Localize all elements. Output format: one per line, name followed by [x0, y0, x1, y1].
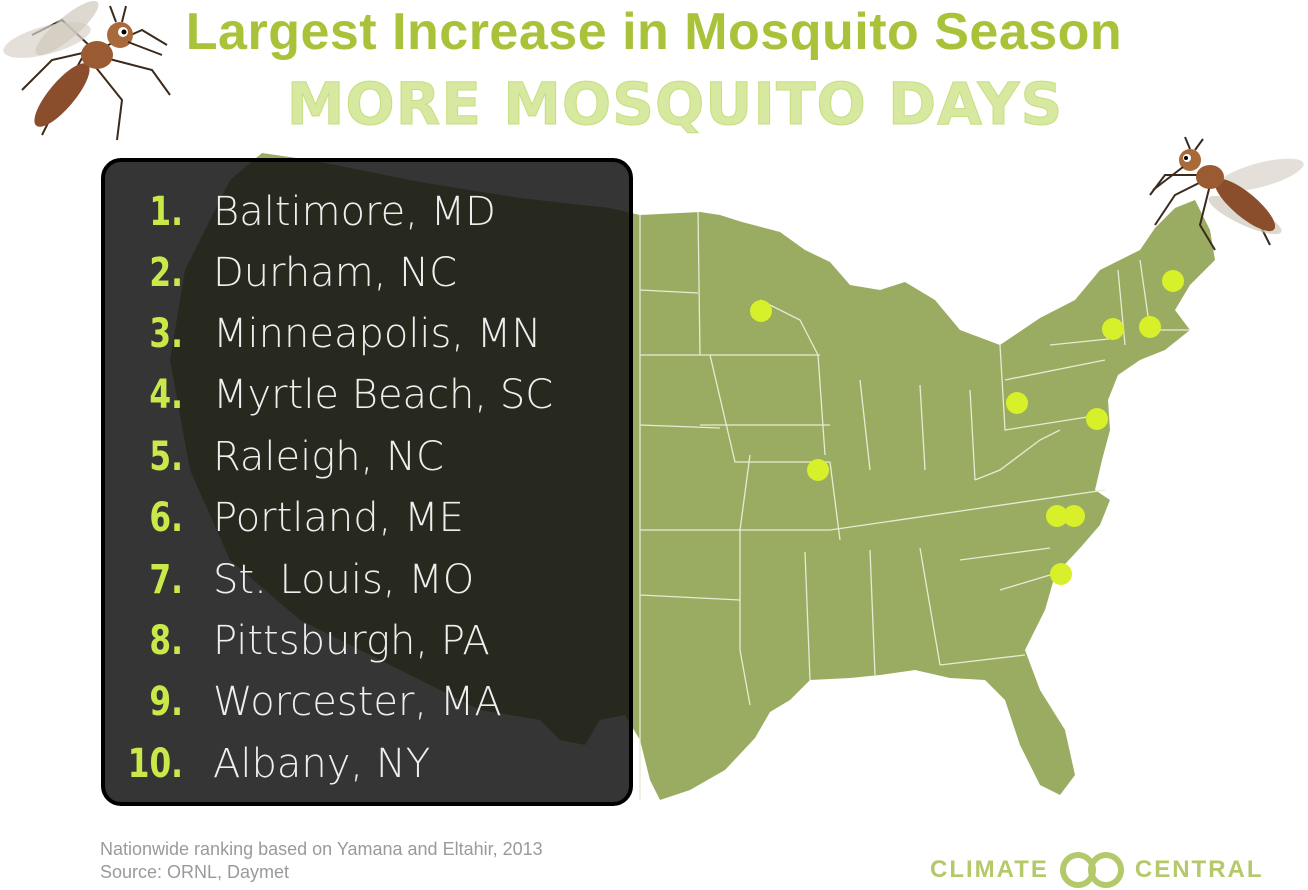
rank-number: 2.	[149, 250, 183, 296]
list-item: 8. Pittsburgh, PA	[105, 611, 625, 671]
marker-raleigh	[1063, 505, 1085, 527]
marker-albany	[1102, 318, 1124, 340]
marker-st-louis	[807, 459, 829, 481]
marker-minneapolis	[750, 300, 772, 322]
rank-city: Pittsburgh, PA	[213, 618, 490, 664]
list-item: 3. Minneapolis, MN	[105, 304, 625, 364]
rank-city: Portland, ME	[213, 495, 464, 541]
logo-text-left: CLIMATE	[930, 856, 1049, 883]
list-item: 7. St. Louis, MO	[105, 550, 625, 610]
list-item: 9. Worcester, MA	[105, 672, 625, 732]
list-item: 5. Raleigh, NC	[105, 427, 625, 487]
rank-number: 8.	[149, 618, 183, 664]
rank-city: Worcester, MA	[213, 679, 502, 725]
marker-durham	[1046, 505, 1068, 527]
footnote: Nationwide ranking based on Yamana and E…	[100, 838, 543, 884]
rank-number: 5.	[149, 434, 183, 480]
rank-city: Minneapolis, MN	[213, 311, 542, 357]
marker-myrtle-beach	[1050, 563, 1072, 585]
climate-central-rings-icon	[1059, 852, 1124, 888]
marker-baltimore	[1086, 408, 1108, 430]
marker-worcester	[1139, 316, 1161, 338]
city-markers	[750, 270, 1184, 585]
rank-number: 9.	[149, 679, 183, 725]
rank-number: 7.	[149, 557, 183, 603]
rank-number: 1.	[149, 189, 183, 235]
page-title: Largest Increase in Mosquito Season	[185, 3, 1123, 61]
rank-city: St. Louis, MO	[213, 557, 475, 603]
rank-city: Myrtle Beach, SC	[213, 372, 554, 418]
rank-city: Raleigh, NC	[213, 434, 444, 480]
ranking-note: Nationwide ranking based on Yamana and E…	[100, 839, 543, 859]
source-note: Source: ORNL, Daymet	[100, 862, 290, 882]
mosquito-icon	[3, 0, 171, 141]
rank-number: 6.	[149, 495, 183, 541]
rank-city: Albany, NY	[213, 741, 431, 787]
marker-pittsburgh	[1006, 392, 1028, 414]
list-item: 1. Baltimore, MD	[105, 182, 625, 242]
list-item: 2. Durham, NC	[105, 243, 625, 303]
marker-portland	[1162, 270, 1184, 292]
list-item: 10. Albany, NY	[105, 734, 625, 794]
state-borders	[639, 211, 1190, 800]
rank-number: 4.	[149, 372, 183, 418]
climate-central-logo: CLIMATE CENTRAL	[930, 850, 1264, 890]
rank-city: Baltimore, MD	[213, 189, 496, 235]
mosquito-icon	[1149, 136, 1304, 251]
ranking-panel: 1. Baltimore, MD 2. Durham, NC 3. Minnea…	[101, 158, 633, 806]
page-subtitle: MORE MOSQUITO DAYS	[286, 70, 1064, 139]
list-item: 4. Myrtle Beach, SC	[105, 365, 625, 425]
rank-number: 3.	[149, 311, 183, 357]
rank-city: Durham, NC	[213, 250, 458, 296]
list-item: 6. Portland, ME	[105, 488, 625, 548]
logo-text-right: CENTRAL	[1134, 856, 1264, 883]
rank-number: 10.	[127, 741, 183, 787]
